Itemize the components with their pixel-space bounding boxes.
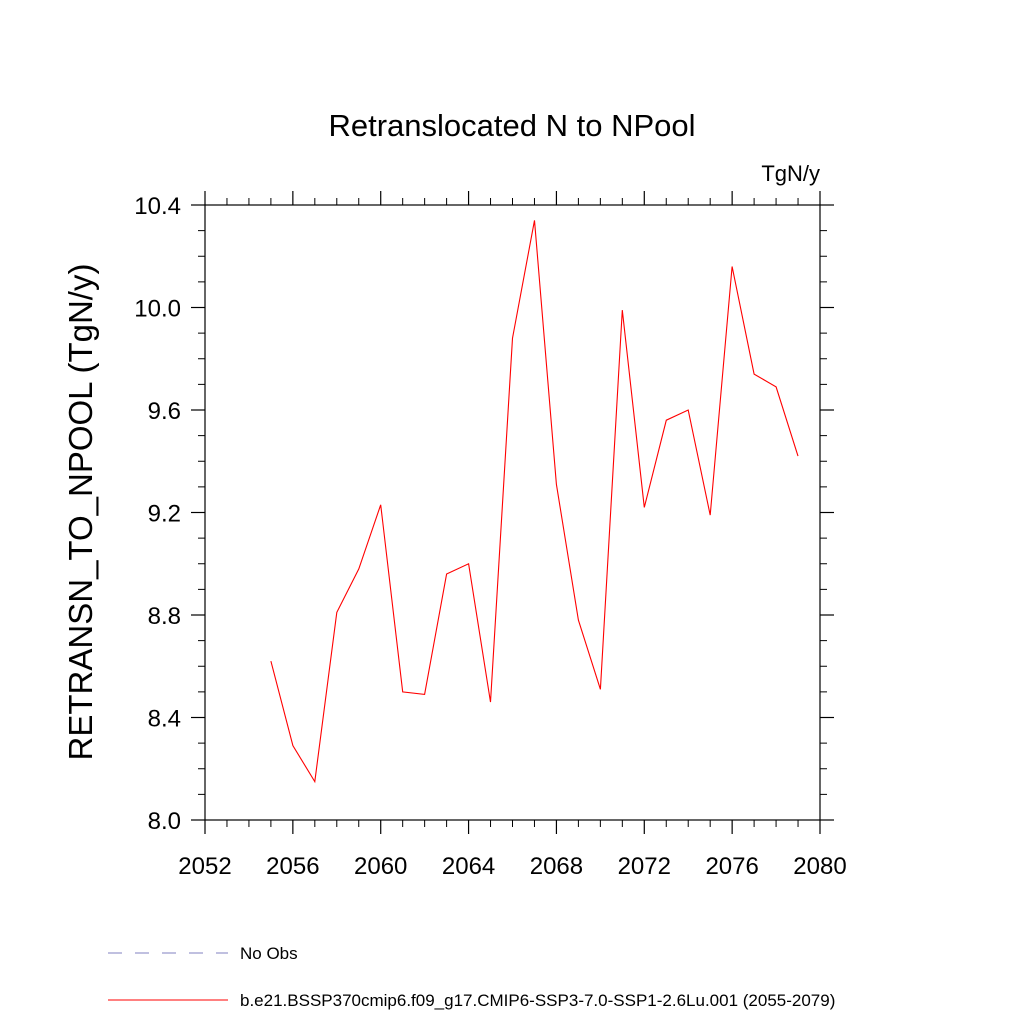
y-tick-label: 9.6: [148, 398, 181, 425]
legend: No Obs b.e21.BSSP370cmip6.f09_g17.CMIP6-…: [108, 944, 835, 1010]
legend-label-series: b.e21.BSSP370cmip6.f09_g17.CMIP6-SSP3-7.…: [240, 991, 835, 1010]
y-tick-label: 8.8: [148, 603, 181, 630]
y-tick-labels: 8.0 8.4 8.8 9.2 9.6 10.0 10.4: [134, 193, 181, 835]
axis-ticks: [191, 191, 834, 834]
y-tick-label: 10.4: [134, 193, 181, 220]
x-tick-label: 2052: [178, 853, 231, 880]
x-tick-label: 2060: [354, 853, 407, 880]
y-axis-label: RETRANSN_TO_NPOOL (TgN/y): [62, 264, 99, 761]
x-tick-label: 2064: [442, 853, 495, 880]
series-layer: [270, 220, 799, 784]
plot-frame: [204, 204, 821, 821]
x-tick-label: 2072: [618, 853, 671, 880]
y-tick-label: 10.0: [134, 296, 181, 323]
x-tick-label: 2076: [705, 853, 758, 880]
x-tick-label: 2068: [530, 853, 583, 880]
y-tick-label: 8.4: [148, 706, 181, 733]
y-tick-label: 9.2: [148, 501, 181, 528]
x-tick-labels: 2052 2056 2060 2064 2068 2072 2076 2080: [178, 853, 846, 880]
x-tick-label: 2080: [793, 853, 846, 880]
chart-title: Retranslocated N to NPool: [328, 108, 695, 143]
units-label: TgN/y: [761, 161, 820, 186]
y-tick-label: 8.0: [148, 808, 181, 835]
x-tick-label: 2056: [266, 853, 319, 880]
series-line: [270, 220, 799, 784]
legend-label-no-obs: No Obs: [240, 944, 298, 963]
